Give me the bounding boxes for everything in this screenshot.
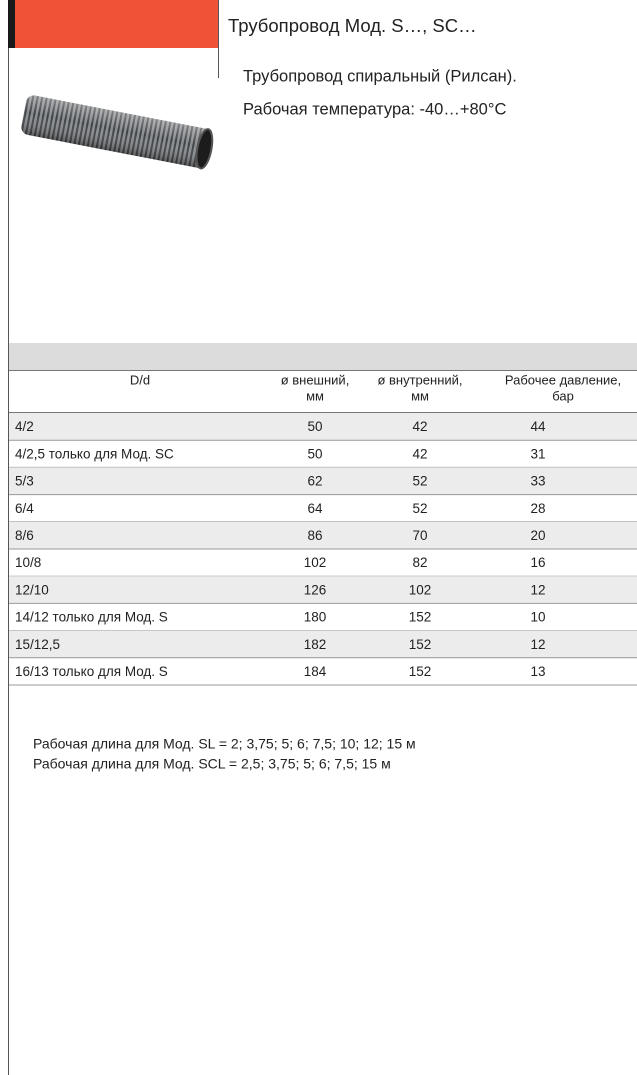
cell-value: 33 — [530, 474, 545, 489]
row-label: 16/13 только для Мод. S — [15, 664, 168, 679]
cell-value: 126 — [304, 582, 327, 597]
row-background — [9, 630, 637, 658]
cell-value: 62 — [307, 474, 322, 489]
cell-value: 16 — [530, 555, 545, 570]
cell-value: 31 — [530, 446, 545, 461]
note: Рабочая длина для Мод. SCL = 2,5; 3,75; … — [33, 756, 391, 772]
cell-value: 180 — [304, 610, 327, 625]
cell-value: 12 — [530, 582, 545, 597]
cell-value: 102 — [304, 555, 327, 570]
row-label: 10/8 — [15, 555, 41, 570]
cell-value: 10 — [530, 610, 545, 625]
row-label: 4/2 — [15, 419, 34, 434]
row-background — [9, 521, 637, 549]
cell-value: 152 — [409, 637, 432, 652]
row-label: 6/4 — [15, 501, 34, 516]
row-background — [9, 467, 637, 495]
cell-value: 52 — [412, 474, 427, 489]
column-header: мм — [411, 388, 429, 403]
cell-value: 82 — [412, 555, 427, 570]
note: Рабочая длина для Мод. SL = 2; 3,75; 5; … — [33, 736, 416, 752]
row-label: 15/12,5 — [15, 637, 60, 652]
row-background — [9, 413, 637, 441]
cell-value: 152 — [409, 664, 432, 679]
cell-value: 44 — [530, 419, 546, 434]
tube-image — [21, 95, 214, 170]
cell-value: 182 — [304, 637, 327, 652]
black-tab — [8, 0, 15, 48]
cell-value: 52 — [412, 501, 427, 516]
cell-value: 86 — [307, 528, 322, 543]
description-line: Рабочая температура: -40…+80°C — [243, 100, 506, 118]
title: Трубопровод Мод. S…, SC… — [228, 15, 477, 36]
column-header: бар — [552, 388, 574, 403]
cell-value: 42 — [412, 446, 427, 461]
red-tab — [15, 0, 218, 48]
cell-value: 50 — [307, 446, 322, 461]
table-band — [9, 343, 637, 370]
cell-value: 102 — [409, 582, 432, 597]
column-header: ø внешний, — [281, 372, 350, 387]
cell-value: 12 — [530, 637, 545, 652]
cell-value: 28 — [530, 501, 545, 516]
row-label: 5/3 — [15, 474, 34, 489]
cell-value: 42 — [412, 419, 427, 434]
cell-value: 70 — [412, 528, 427, 543]
description-line: Трубопровод спиральный (Рилсан). — [243, 67, 517, 85]
row-label: 12/10 — [15, 582, 49, 597]
row-label: 14/12 только для Мод. S — [15, 610, 168, 625]
cell-value: 50 — [307, 419, 322, 434]
column-header: D/d — [130, 372, 150, 387]
cell-value: 64 — [307, 501, 323, 516]
cell-value: 184 — [304, 664, 327, 679]
row-background — [9, 576, 637, 604]
cell-value: 13 — [530, 664, 545, 679]
column-header: мм — [306, 388, 324, 403]
column-header: Рабочее давление, — [505, 372, 621, 387]
row-label: 4/2,5 только для Мод. SC — [15, 446, 174, 461]
cell-value: 152 — [409, 610, 432, 625]
column-header: ø внутренний, — [377, 372, 462, 387]
row-label: 8/6 — [15, 528, 34, 543]
cell-value: 20 — [530, 528, 545, 543]
